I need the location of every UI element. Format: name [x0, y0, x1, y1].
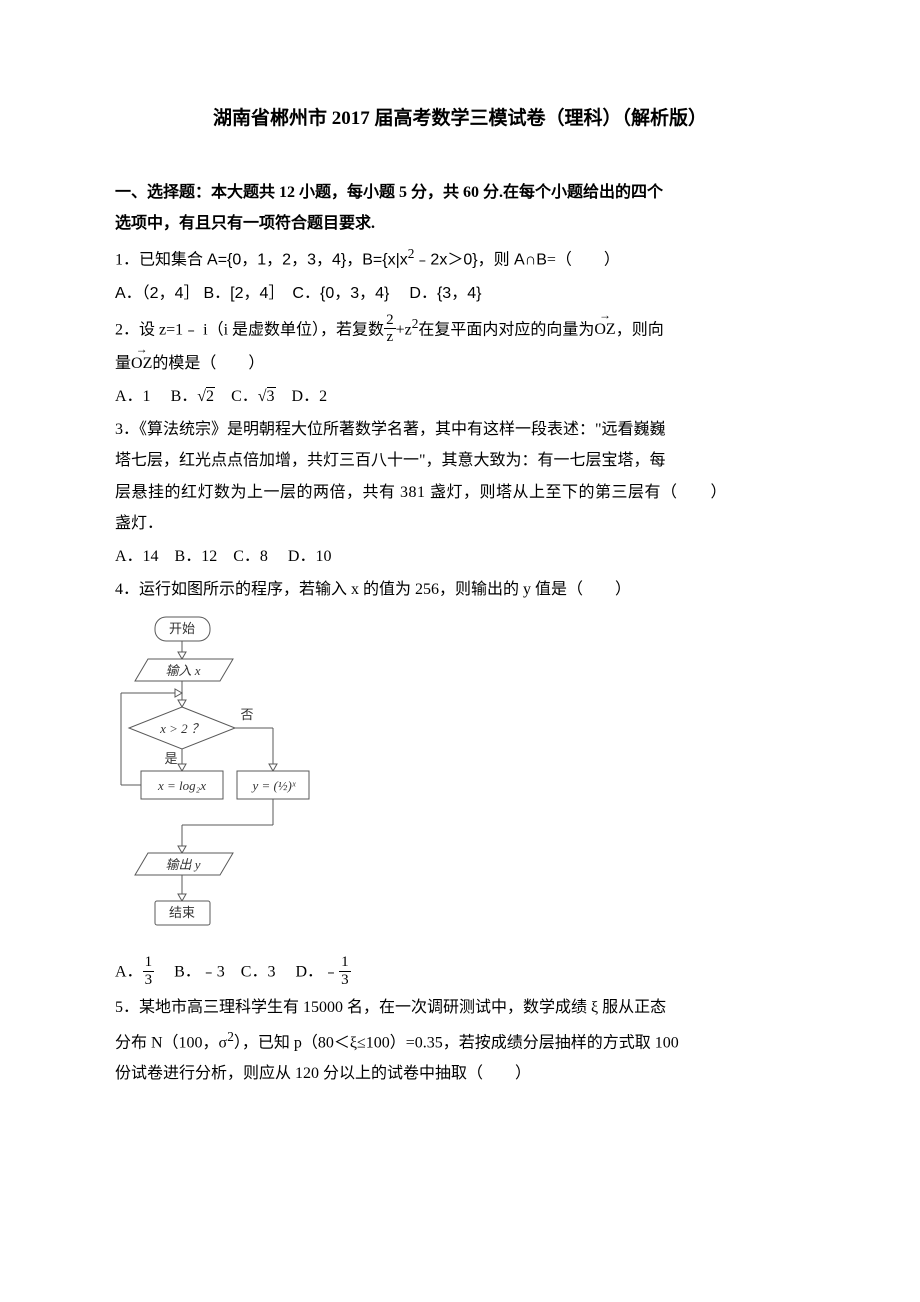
- q2-opt-d: D．2: [292, 388, 328, 405]
- q2-line2: 量OZ的模是（ ）: [115, 348, 805, 379]
- q1-opt-a: A．（2，4］: [115, 285, 199, 302]
- q1-opt-c: C．{0，3，4}: [292, 285, 389, 302]
- section-header-line1: 一、选择题：本大题共 12 小题，每小题 5 分，共 60 分.在每个小题给出的…: [115, 184, 663, 201]
- q2-opt-a: A．1: [115, 388, 151, 405]
- q2-opt-c: C．: [231, 388, 258, 405]
- q1-options: A．（2，4］ B．[2，4］ C．{0，3，4} D．{3，4}: [115, 278, 805, 309]
- fc-start: 开始: [169, 621, 195, 636]
- q4-opt-b: B．﹣3: [174, 964, 225, 981]
- q2-line1-a: 2．设 z=1: [115, 321, 183, 338]
- q4-frac2: 13: [339, 954, 351, 988]
- page-title: 湖南省郴州市 2017 届高考数学三模试卷（理科）（解析版）: [115, 100, 805, 137]
- question-1: 1．已知集合 A={0，1，2，3，4}，B={x|x2﹣2x＞0}，则 A∩B…: [115, 241, 805, 276]
- q2-line2-a: 量: [115, 355, 131, 372]
- q2-minus: ﹣: [183, 321, 199, 338]
- q5-line3: 份试卷进行分析，则应从 120 分以上的试卷中抽取（ ）: [115, 1058, 805, 1089]
- q1-intersect: A∩B: [514, 252, 547, 269]
- q2-vec1: OZ: [594, 314, 615, 345]
- q4-neg: ﹣: [323, 964, 339, 981]
- fc-input: 输入 x: [165, 663, 200, 678]
- q2-frac-den: z: [384, 329, 396, 346]
- q2-sqrt2: 2: [206, 387, 215, 405]
- q2-plus-z: +z: [396, 321, 412, 338]
- fc-cond: x > 2 ？: [159, 721, 204, 736]
- q1-tail: =（ ）: [547, 252, 620, 269]
- q5-sup: 2: [227, 1029, 234, 1044]
- q2-frac-num: 2: [384, 312, 396, 330]
- fc-no: 否: [240, 707, 253, 722]
- q1-opt-d: D．{3，4}: [409, 285, 481, 302]
- q3-line2: 塔七层，红光点点倍加增，共灯三百八十一"，其意大致为：有一七层宝塔，每: [115, 445, 805, 476]
- q1-set-a: A={0，1，2，3，4}，: [207, 252, 362, 269]
- fc-proc2: y = (½)ˣ: [250, 778, 295, 793]
- question-5: 5．某地市高三理科学生有 15000 名，在一次调研测试中，数学成绩 ξ 服从正…: [115, 992, 805, 1089]
- q2-opt-b: B．: [171, 388, 198, 405]
- question-2: 2．设 z=1﹣ i（i 是虚数单位），若复数2z+z2在复平面内对应的向量为O…: [115, 311, 805, 379]
- q5-line1: 5．某地市高三理科学生有 15000 名，在一次调研测试中，数学成绩 ξ 服从正…: [115, 992, 805, 1023]
- q4-opt-a: A．: [115, 964, 143, 981]
- q1-minus: ﹣: [414, 252, 430, 269]
- q4-opt-d: D．: [295, 964, 323, 981]
- question-3: 3．《算法统宗》是明朝程大位所著数学名著，其中有这样一段表述："远看巍巍 塔七层…: [115, 414, 805, 539]
- q3-line1: 3．《算法统宗》是明朝程大位所著数学名著，其中有这样一段表述："远看巍巍: [115, 414, 805, 445]
- q4-options: A．13 B．﹣3 C．3 D．﹣13: [115, 956, 805, 990]
- q2-options: A．1 B．√2 C．√3 D．2: [115, 381, 805, 412]
- q1-prefix: 1．已知集合: [115, 252, 207, 269]
- q2-line1-c: 在复平面内对应的向量为: [418, 321, 594, 338]
- flowchart-svg: 开始 输入 x x > 2 ？ 否 是 x = log₂x: [115, 615, 315, 937]
- q1-opt-b: B．[2，4］: [203, 285, 276, 302]
- section-header-line2: 选项中，有且只有一项符合题目要求.: [115, 208, 805, 239]
- fc-proc1: x = log₂x: [157, 778, 206, 793]
- q4-f2-n: 1: [339, 954, 351, 972]
- q4-f1-n: 1: [143, 954, 155, 972]
- section-header: 一、选择题：本大题共 12 小题，每小题 5 分，共 60 分.在每个小题给出的…: [115, 177, 805, 239]
- q2-line1-b: i（i 是虚数单位），若复数: [199, 321, 384, 338]
- fc-yes: 是: [164, 751, 177, 766]
- q3-line4: 盏灯．: [115, 508, 805, 539]
- q2-sqrt3: 3: [267, 387, 276, 405]
- q2-line2-b: 的模是（ ）: [152, 355, 264, 372]
- q4-frac1: 13: [143, 954, 155, 988]
- q3-line3: 层悬挂的红灯数为上一层的两倍，共有 381 盏灯，则塔从上至下的第三层有（ ）: [115, 477, 805, 508]
- q5-l2b: ），已知 p（80＜ξ≤100）=0.35，若按成绩分层抽样的方式取 100: [234, 1034, 679, 1051]
- q2-vec2: OZ: [131, 348, 152, 379]
- q4-f1-d: 3: [143, 972, 155, 989]
- q2-frac: 2z: [384, 312, 396, 346]
- q3-options: A．14 B．12 C．8 D．10: [115, 541, 805, 572]
- question-4: 4．运行如图所示的程序，若输入 x 的值为 256，则输出的 y 值是（ ）: [115, 574, 805, 605]
- fc-end: 结束: [169, 905, 195, 920]
- q5-line2: 分布 N（100，σ2），已知 p（80＜ξ≤100）=0.35，若按成绩分层抽…: [115, 1024, 805, 1059]
- q1-set-b-rest: 2x＞0}，则: [430, 252, 514, 269]
- fc-output: 输出 y: [165, 857, 200, 872]
- q4-f2-d: 3: [339, 972, 351, 989]
- q5-l2a: 分布 N（100，σ: [115, 1034, 227, 1051]
- q4-opt-c: C．3: [241, 964, 276, 981]
- q1-set-b-open: B={x|x: [362, 252, 408, 269]
- flowchart: 开始 输入 x x > 2 ？ 否 是 x = log₂x: [115, 615, 805, 948]
- q2-line1-d: ，则向: [616, 321, 664, 338]
